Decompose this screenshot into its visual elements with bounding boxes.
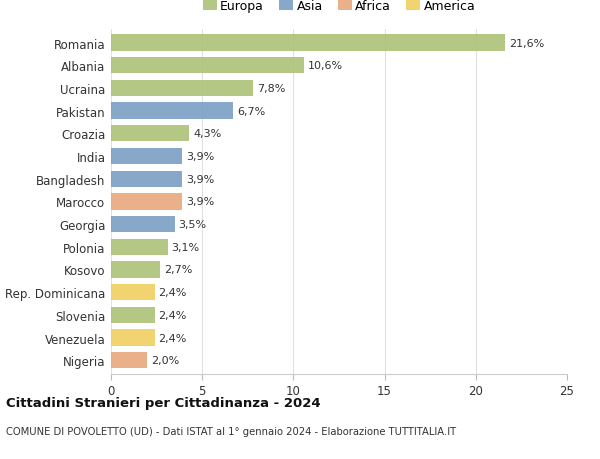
Bar: [111, 194, 182, 210]
Legend: Europa, Asia, Africa, America: Europa, Asia, Africa, America: [199, 0, 479, 17]
Bar: [111, 35, 505, 51]
Text: COMUNE DI POVOLETTO (UD) - Dati ISTAT al 1° gennaio 2024 - Elaborazione TUTTITAL: COMUNE DI POVOLETTO (UD) - Dati ISTAT al…: [6, 426, 456, 436]
Text: 6,7%: 6,7%: [237, 106, 265, 117]
Bar: [111, 103, 233, 119]
Text: 2,7%: 2,7%: [164, 265, 192, 275]
Bar: [111, 330, 155, 346]
Text: 3,9%: 3,9%: [186, 174, 214, 185]
Bar: [111, 353, 148, 369]
Bar: [111, 171, 182, 187]
Text: 2,4%: 2,4%: [158, 333, 187, 343]
Text: 3,9%: 3,9%: [186, 151, 214, 162]
Text: 3,1%: 3,1%: [171, 242, 199, 252]
Text: 2,0%: 2,0%: [151, 356, 179, 365]
Text: 10,6%: 10,6%: [308, 61, 343, 71]
Bar: [111, 239, 167, 255]
Text: 2,4%: 2,4%: [158, 310, 187, 320]
Bar: [111, 285, 155, 301]
Text: 2,4%: 2,4%: [158, 287, 187, 297]
Text: 21,6%: 21,6%: [509, 39, 544, 48]
Bar: [111, 217, 175, 233]
Text: 7,8%: 7,8%: [257, 84, 285, 94]
Text: 3,9%: 3,9%: [186, 197, 214, 207]
Bar: [111, 262, 160, 278]
Text: 4,3%: 4,3%: [193, 129, 221, 139]
Bar: [111, 149, 182, 165]
Bar: [111, 81, 253, 97]
Text: 3,5%: 3,5%: [178, 219, 206, 230]
Bar: [111, 58, 304, 74]
Bar: [111, 126, 190, 142]
Text: Cittadini Stranieri per Cittadinanza - 2024: Cittadini Stranieri per Cittadinanza - 2…: [6, 396, 320, 409]
Bar: [111, 307, 155, 323]
